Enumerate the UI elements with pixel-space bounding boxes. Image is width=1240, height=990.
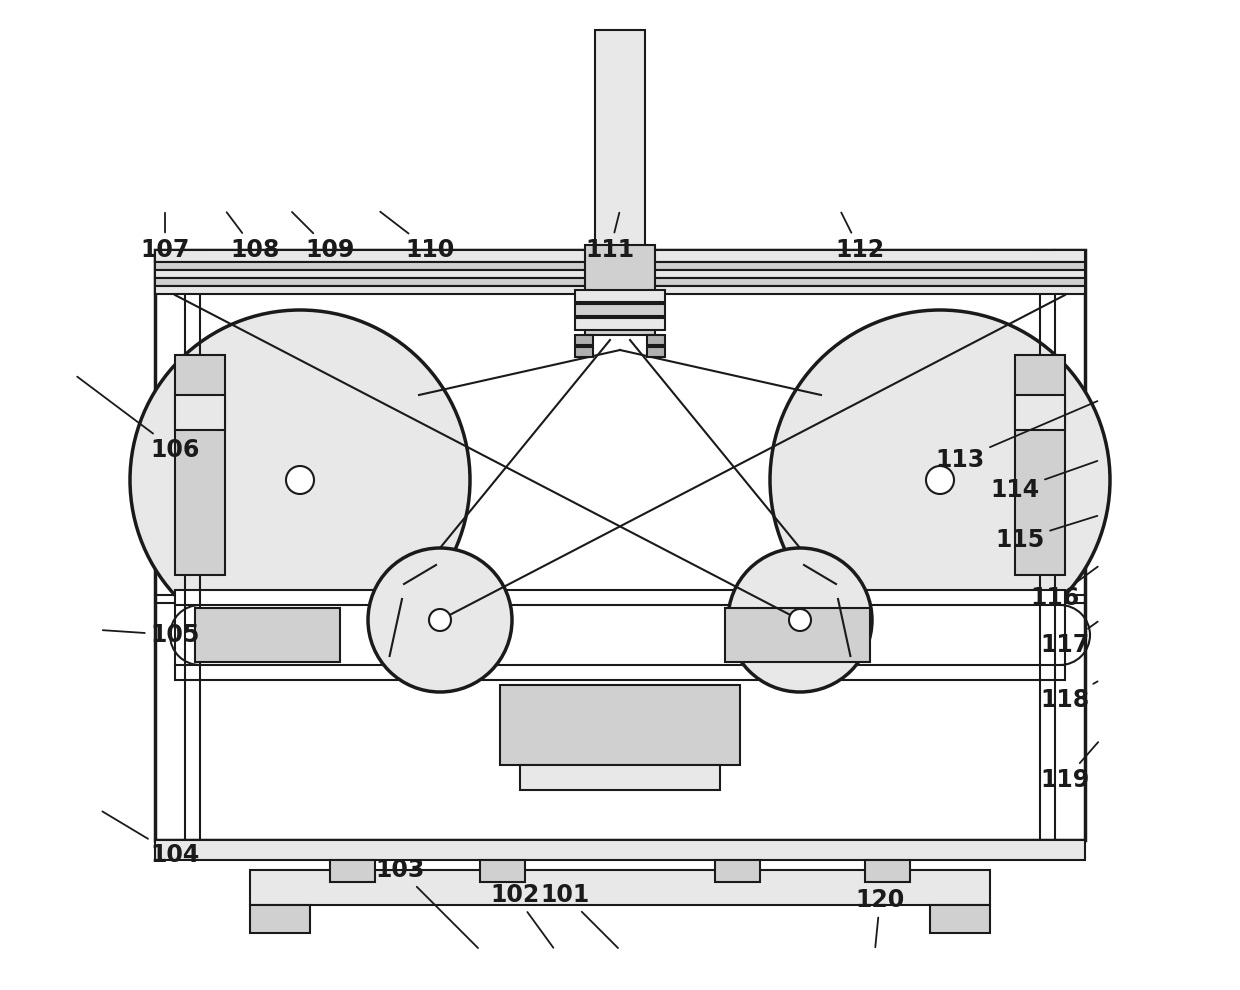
Bar: [647, 335, 665, 345]
Bar: [155, 278, 1085, 286]
Text: 117: 117: [1040, 622, 1097, 657]
Text: 110: 110: [381, 212, 455, 262]
Bar: [715, 860, 760, 882]
Bar: [866, 860, 910, 882]
Bar: [500, 685, 740, 765]
Circle shape: [368, 548, 512, 692]
Bar: [647, 347, 665, 357]
Bar: [520, 765, 720, 790]
Text: 104: 104: [103, 812, 200, 867]
Text: 118: 118: [1040, 681, 1097, 712]
Bar: [330, 860, 374, 882]
Circle shape: [286, 466, 314, 494]
Bar: [575, 318, 665, 330]
Bar: [175, 395, 224, 430]
Bar: [175, 355, 224, 575]
Bar: [155, 250, 1085, 262]
Text: 120: 120: [856, 888, 905, 947]
Bar: [1016, 395, 1065, 430]
Bar: [595, 30, 645, 250]
Bar: [155, 286, 1085, 294]
Bar: [195, 608, 340, 662]
Bar: [725, 608, 870, 662]
Bar: [575, 347, 593, 357]
Text: 109: 109: [291, 212, 355, 262]
Text: 105: 105: [103, 623, 200, 647]
Bar: [1016, 355, 1065, 575]
Circle shape: [130, 310, 470, 650]
Text: 112: 112: [836, 213, 884, 262]
Text: 108: 108: [227, 212, 280, 262]
Text: 111: 111: [585, 213, 635, 262]
Bar: [480, 860, 525, 882]
Bar: [575, 335, 593, 345]
Bar: [575, 290, 665, 302]
Bar: [250, 905, 310, 933]
Circle shape: [770, 310, 1110, 650]
Bar: [155, 250, 1085, 840]
Bar: [175, 590, 1065, 680]
Bar: [250, 870, 990, 905]
Text: 116: 116: [1030, 566, 1097, 610]
Circle shape: [926, 466, 954, 494]
Text: 113: 113: [935, 401, 1097, 472]
Circle shape: [789, 609, 811, 631]
Text: 101: 101: [541, 883, 618, 948]
Bar: [575, 304, 665, 316]
Circle shape: [429, 609, 451, 631]
Bar: [155, 262, 1085, 270]
Bar: [155, 270, 1085, 278]
Text: 103: 103: [376, 858, 479, 948]
Text: 119: 119: [1040, 742, 1099, 792]
Text: 115: 115: [996, 516, 1097, 552]
Circle shape: [728, 548, 872, 692]
Text: 114: 114: [991, 461, 1097, 502]
Bar: [930, 905, 990, 933]
Text: 107: 107: [140, 213, 190, 262]
Bar: [585, 245, 655, 335]
Text: 102: 102: [490, 883, 553, 947]
Bar: [155, 840, 1085, 860]
Text: 106: 106: [77, 376, 200, 462]
